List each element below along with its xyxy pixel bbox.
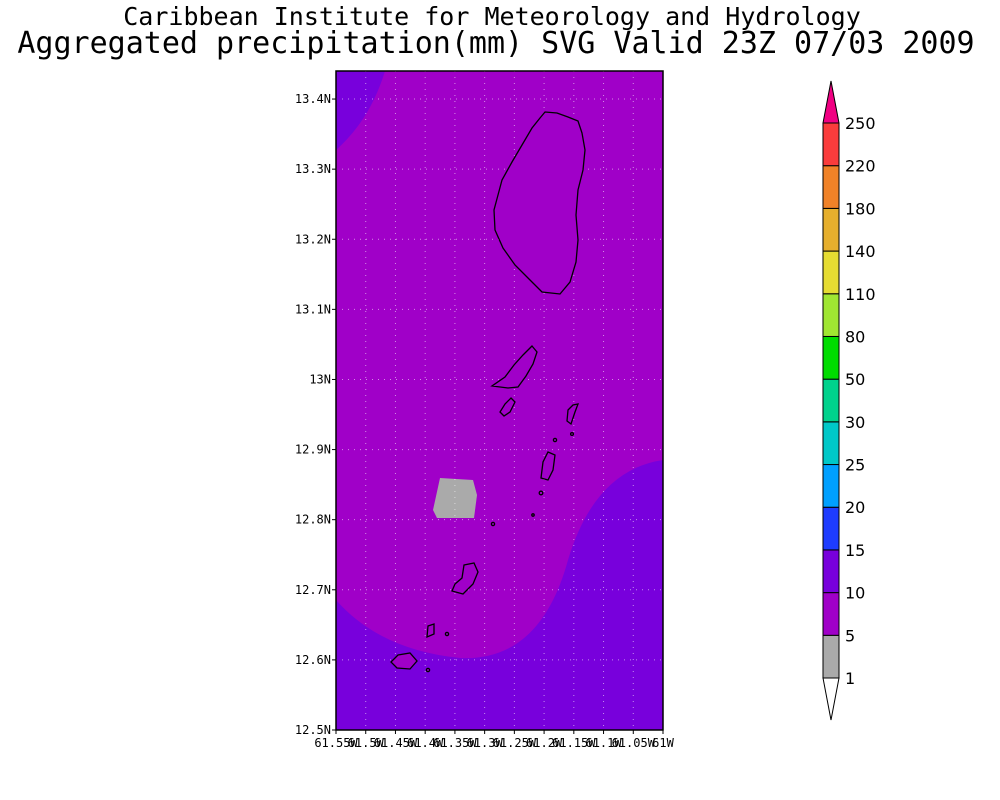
islet-h (538, 490, 544, 496)
colorbar-swatch (822, 549, 840, 594)
colorbar-level-label: 5 (845, 626, 855, 645)
lat-tick-label: 13.4N (295, 92, 331, 106)
island-coastlines (390, 111, 586, 673)
islet-l (425, 667, 431, 673)
islet-j (569, 431, 575, 437)
island-st-lucia (493, 111, 586, 295)
islet-a (499, 397, 516, 417)
colorbar-swatch (822, 506, 840, 551)
islet-d (451, 562, 479, 595)
colorbar-level-label: 140 (845, 242, 876, 261)
colorbar-level-label: 30 (845, 413, 865, 432)
lat-tick-label: 12.6N (295, 653, 331, 667)
lon-tick-label: 61.05W (612, 736, 656, 750)
latitude-axis: 13.4N 13.3N 13.2N 13.1N 13N 12.9N 12.8N 12.7N 12… (295, 92, 336, 737)
colorbar-swatch (822, 634, 840, 679)
precip-region-10-15-northwest (336, 71, 385, 150)
lat-tick-label: 12.5N (295, 723, 331, 737)
lat-tick-label: 13.2N (295, 232, 331, 246)
islet-i (552, 437, 558, 443)
map-gridlines (336, 71, 663, 730)
lon-tick-label: 61.5W (348, 736, 385, 750)
lon-tick-label: 61.25W (493, 736, 537, 750)
islet-f (390, 652, 418, 670)
lon-tick-label: 61.1W (585, 736, 622, 750)
colorbar-level-label: 1 (845, 669, 855, 688)
lon-tick-label: 61.55W (314, 736, 358, 750)
colorbar-swatch (822, 335, 840, 380)
colorbar-swatch (822, 250, 840, 295)
colorbar-swatch (822, 207, 840, 252)
chart-title: Caribbean Institute for Meteorology and … (123, 2, 861, 31)
colorbar-swatch (822, 122, 840, 167)
lat-tick-label: 12.8N (295, 513, 331, 527)
islet-e (426, 623, 435, 639)
colorbar-level-label: 20 (845, 498, 865, 517)
colorbar-level-label: 250 (845, 114, 876, 133)
chart-subtitle: Aggregated precipitation(mm) SVG Valid 2… (17, 26, 975, 61)
lat-tick-label: 12.7N (295, 583, 331, 597)
colorbar-level-label: 25 (845, 456, 865, 475)
islet-c (540, 451, 556, 481)
colorbar-swatch (822, 421, 840, 466)
colorbar-level-label: 80 (845, 327, 865, 346)
colorbar-level-label: 10 (845, 584, 865, 603)
lat-tick-label: 13.1N (295, 302, 331, 316)
island-st-vincent-north (490, 345, 538, 389)
colorbar-level-label: 15 (845, 541, 865, 560)
lat-tick-label: 13N (309, 372, 331, 386)
islet-k (444, 631, 450, 637)
lon-tick-label: 61.45W (374, 736, 418, 750)
lon-tick-label: 61.35W (433, 736, 477, 750)
colorbar-swatch (822, 464, 840, 508)
islet-g (490, 521, 496, 527)
lon-tick-label: 61.4W (407, 736, 444, 750)
lon-tick-label: 61.2W (526, 736, 563, 750)
colorbar-level-label: 180 (845, 199, 876, 218)
colorbar-swatch (822, 378, 840, 423)
colorbar-over-arrow (822, 80, 840, 124)
colorbar-level-label: 110 (845, 285, 876, 304)
colorbar-under-arrow (822, 677, 840, 721)
longitude-axis: 61.55W61.5W61.45W61.4W61.35W61.3W61.25W6… (314, 730, 675, 750)
map-frame (335, 70, 664, 731)
islet-b (566, 403, 580, 426)
lon-tick-label: 61.15W (552, 736, 596, 750)
lon-tick-label: 61.3W (467, 736, 504, 750)
colorbar-swatch (822, 293, 840, 337)
precip-region-10-15-south (336, 460, 663, 730)
colorbar-swatch (822, 165, 840, 209)
map-panel: 13.4N 13.3N 13.2N 13.1N 13N 12.9N 12.8N 12.7N 12… (295, 70, 675, 750)
colorbar-swatch (822, 592, 840, 636)
colorbar-level-label: 50 (845, 370, 865, 389)
islet-m (531, 513, 535, 517)
lat-tick-label: 12.9N (295, 443, 331, 457)
lon-tick-label: 61W (652, 736, 674, 750)
lat-tick-label: 13.3N (295, 162, 331, 176)
colorbar-level-label: 220 (845, 157, 876, 176)
